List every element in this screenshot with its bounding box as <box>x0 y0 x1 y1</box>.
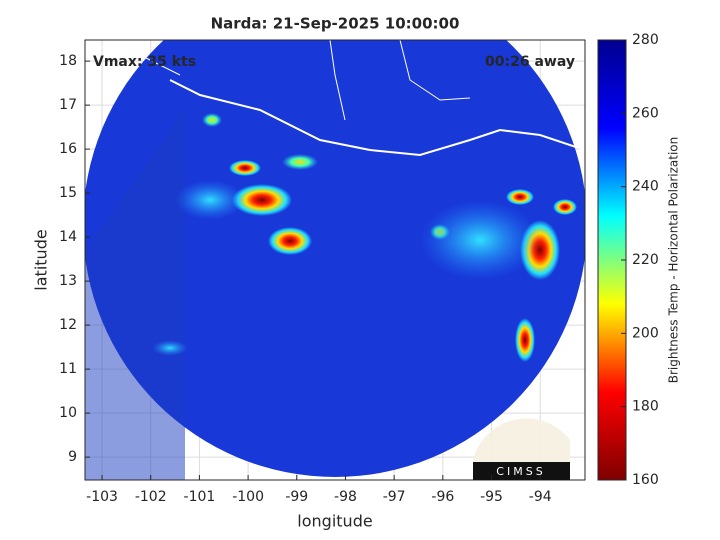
x-tick-label: -99 <box>285 489 308 505</box>
colorbar-tick-label: 180 <box>632 399 659 415</box>
y-tick-label: 12 <box>59 317 77 333</box>
y-tick-label: 15 <box>59 185 77 201</box>
plot-frame <box>84 39 586 481</box>
x-tick-label: -95 <box>480 489 503 505</box>
swath <box>85 40 585 480</box>
y-tick-label: 18 <box>59 53 77 69</box>
x-axis-label: longitude <box>297 512 372 531</box>
x-tick-label: -101 <box>184 489 216 505</box>
colorbar-tick-label: 160 <box>632 472 659 488</box>
x-tick-label: -102 <box>135 489 167 505</box>
annotation: Vmax: 35 kts <box>93 54 196 70</box>
cimss-logo: CIMSS <box>473 418 570 480</box>
annotation: 00:26 away <box>485 54 575 70</box>
y-tick-label: 17 <box>59 97 77 113</box>
colorbar-tick-label: 260 <box>632 105 659 121</box>
colorbar-tick-label: 220 <box>632 252 659 268</box>
x-tick-label: -100 <box>232 489 264 505</box>
y-tick-label: 10 <box>59 405 77 421</box>
y-tick-label: 13 <box>59 273 77 289</box>
y-tick-label: 9 <box>68 449 77 465</box>
colorbar-tick-label: 200 <box>632 325 659 341</box>
y-tick-label: 16 <box>59 141 77 157</box>
x-tick-label: -94 <box>529 489 552 505</box>
y-axis-label: latitude <box>32 229 51 290</box>
x-tick-label: -97 <box>383 489 406 505</box>
colorbar-tick-label: 280 <box>632 32 659 48</box>
x-tick-label: -96 <box>431 489 454 505</box>
x-tick-label: -103 <box>86 489 118 505</box>
y-tick-label: 11 <box>59 361 77 377</box>
colorbar-tick-label: 240 <box>632 179 659 195</box>
colorbar-label: Brightness Temp - Horizontal Polarizatio… <box>667 137 681 384</box>
x-tick-label: -98 <box>334 489 357 505</box>
chart-title: Narda: 21-Sep-2025 10:00:00 <box>211 15 460 33</box>
y-tick-label: 14 <box>59 229 77 245</box>
logo-text: CIMSS <box>496 465 545 478</box>
